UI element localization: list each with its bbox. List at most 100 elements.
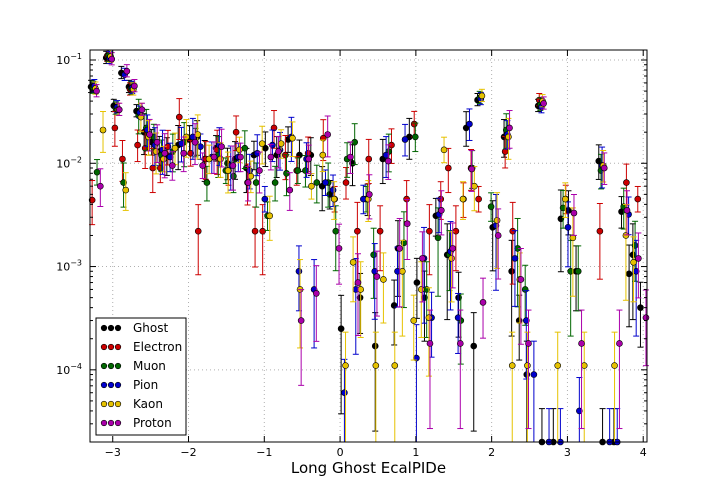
data-point <box>199 162 206 169</box>
data-point <box>376 227 384 235</box>
data-point <box>478 92 486 100</box>
data-point <box>578 340 585 347</box>
data-point <box>347 153 354 161</box>
data-point <box>505 133 512 141</box>
legend-marker <box>114 419 122 427</box>
data-point <box>508 267 515 275</box>
data-point <box>456 340 464 347</box>
data-point <box>267 153 275 161</box>
data-point <box>330 195 338 203</box>
data-point <box>471 182 478 190</box>
data-point <box>635 255 642 262</box>
data-point <box>341 389 348 397</box>
legend-marker <box>114 362 122 370</box>
data-point <box>559 204 567 212</box>
data-point <box>97 182 104 190</box>
data-point <box>434 234 442 242</box>
data-point <box>622 232 630 239</box>
legend: Ghost Electron Muon Pion Kaon Proton <box>95 317 187 436</box>
data-point <box>382 151 390 159</box>
data-point <box>152 148 160 155</box>
data-point <box>459 195 467 203</box>
data-point <box>373 273 381 280</box>
data-point <box>623 207 631 214</box>
data-point <box>218 143 225 150</box>
data-point <box>229 162 237 169</box>
data-point <box>600 164 608 172</box>
data-point <box>277 140 285 147</box>
data-point <box>525 340 532 347</box>
legend-label: Electron <box>133 340 182 354</box>
data-point <box>294 167 302 174</box>
legend-marker <box>107 362 115 370</box>
data-point <box>410 317 418 324</box>
legend-label: Ghost <box>133 321 168 335</box>
data-point <box>266 212 274 220</box>
data-point <box>370 251 377 259</box>
data-point <box>203 179 211 186</box>
data-point <box>246 167 253 174</box>
data-point <box>554 362 562 369</box>
data-point <box>454 314 462 321</box>
legend-entry: Kaon <box>100 397 163 411</box>
plot-frame <box>89 49 648 443</box>
data-point <box>642 314 650 321</box>
x-tick-label: 0 <box>337 446 344 459</box>
data-point <box>561 195 569 203</box>
data-point <box>426 340 434 347</box>
legend-marker <box>107 419 115 427</box>
data-point <box>567 267 574 275</box>
legend-marker <box>107 343 115 351</box>
data-point <box>452 227 460 235</box>
data-point <box>410 120 418 128</box>
data-point <box>631 242 639 249</box>
data-point <box>580 362 588 369</box>
legend-marker <box>100 419 108 427</box>
data-point <box>511 255 519 262</box>
legend-entry: Muon <box>100 359 166 373</box>
data-point <box>99 126 107 134</box>
data-point <box>487 203 495 210</box>
data-point <box>244 179 252 186</box>
data-point <box>611 362 618 369</box>
data-point <box>391 362 399 369</box>
data-point <box>322 179 329 186</box>
data-point <box>366 191 373 198</box>
data-point <box>297 317 305 324</box>
legend-marker <box>114 381 122 389</box>
data-point <box>466 120 473 128</box>
data-point <box>131 82 138 90</box>
data-point <box>275 148 282 155</box>
data-point <box>194 131 202 138</box>
data-point <box>258 140 266 147</box>
data-point <box>365 155 373 163</box>
data-point <box>342 362 349 369</box>
legend-marker <box>114 343 122 351</box>
data-point <box>252 179 260 186</box>
data-point <box>449 245 457 252</box>
data-point <box>337 325 345 333</box>
data-point <box>470 342 478 350</box>
legend-marker <box>107 400 115 408</box>
data-point <box>419 255 426 262</box>
legend-marker <box>107 381 115 389</box>
data-point <box>270 124 278 132</box>
data-point <box>108 55 115 63</box>
legend-label: Kaon <box>133 397 163 411</box>
data-point <box>324 131 331 138</box>
data-point <box>530 371 538 378</box>
legend-marker <box>100 381 108 389</box>
data-point <box>332 227 340 235</box>
data-point <box>570 209 578 217</box>
x-tick-label: −1 <box>256 446 272 459</box>
data-point <box>335 245 343 252</box>
data-point <box>217 155 224 163</box>
data-point <box>161 149 169 157</box>
data-point <box>475 195 482 203</box>
data-point <box>286 186 294 194</box>
data-point <box>111 124 119 132</box>
data-point <box>251 227 259 235</box>
x-tick-label: −2 <box>180 446 196 459</box>
data-point <box>166 153 174 161</box>
data-point <box>403 220 411 227</box>
